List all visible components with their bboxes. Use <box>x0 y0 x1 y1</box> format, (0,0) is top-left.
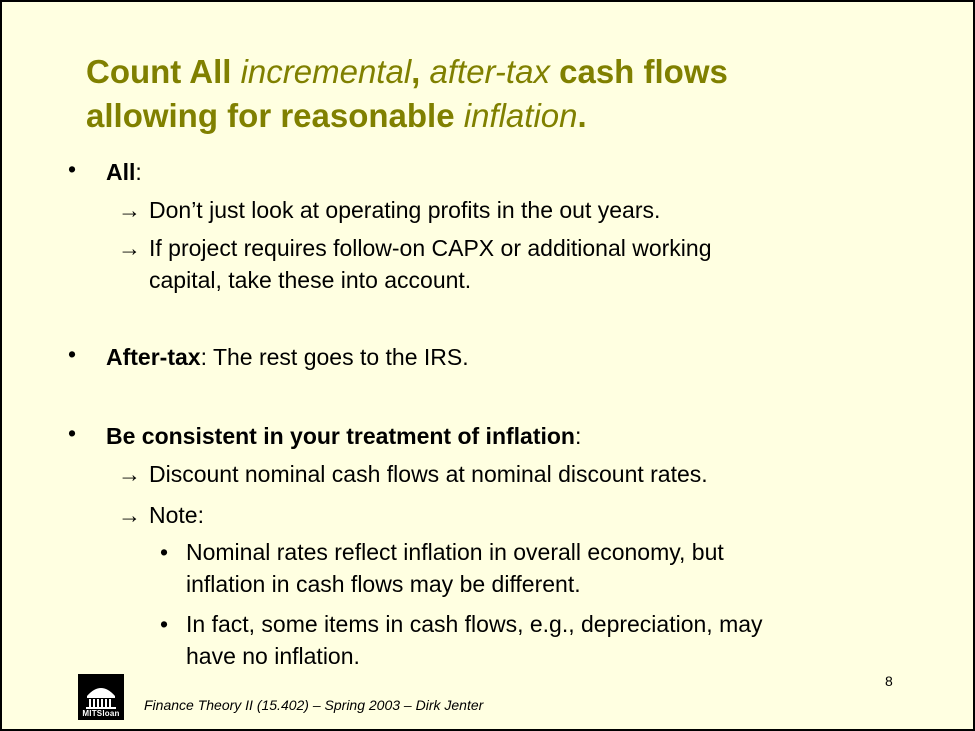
arrow-icon: → <box>118 502 141 528</box>
subsub-bullet-2-line2: have no inflation. <box>186 643 360 669</box>
bullet-consistent: Be consistent in your treatment of infla… <box>106 423 582 449</box>
page-number: 8 <box>885 673 893 689</box>
logo-label: MITSloan <box>82 709 120 718</box>
subsub-bullet-1-marker: • <box>160 539 169 565</box>
bullet-all-sub2-line1: If project requires follow-on CAPX or ad… <box>149 235 712 261</box>
subsub-bullet-2-marker: • <box>160 611 169 637</box>
title-line-1: Count All incremental, after-tax cash fl… <box>86 53 728 90</box>
subsub-bullet-1-line1: Nominal rates reflect inflation in overa… <box>186 539 724 565</box>
arrow-icon: → <box>118 235 141 261</box>
slide-title: Count All incremental, after-tax cash fl… <box>86 50 946 138</box>
arrow-icon: → <box>118 461 141 487</box>
subsub-bullet-1-line2: inflation in cash flows may be different… <box>186 571 581 597</box>
bullet-aftertax: After-tax: The rest goes to the IRS. <box>106 344 469 370</box>
bullet-consistent-sub1: Discount nominal cash flows at nominal d… <box>149 461 708 487</box>
mit-dome-icon <box>86 688 116 709</box>
arrow-icon: → <box>118 197 141 223</box>
bullet-all-sub1: Don’t just look at operating profits in … <box>149 197 661 223</box>
bullet-consistent-marker: • <box>68 420 77 446</box>
bullet-all-marker: • <box>68 156 77 182</box>
bullet-aftertax-marker: • <box>68 341 77 367</box>
title-line-2: allowing for reasonable inflation. <box>86 97 587 134</box>
footer-text: Finance Theory II (15.402) – Spring 2003… <box>144 697 484 713</box>
bullet-all: All: <box>106 159 142 185</box>
subsub-bullet-2-line1: In fact, some items in cash flows, e.g.,… <box>186 611 763 637</box>
bullet-consistent-sub2: Note: <box>149 502 204 528</box>
mit-sloan-logo: MITSloan <box>78 674 124 720</box>
bullet-all-sub2-line2: capital, take these into account. <box>149 267 472 293</box>
